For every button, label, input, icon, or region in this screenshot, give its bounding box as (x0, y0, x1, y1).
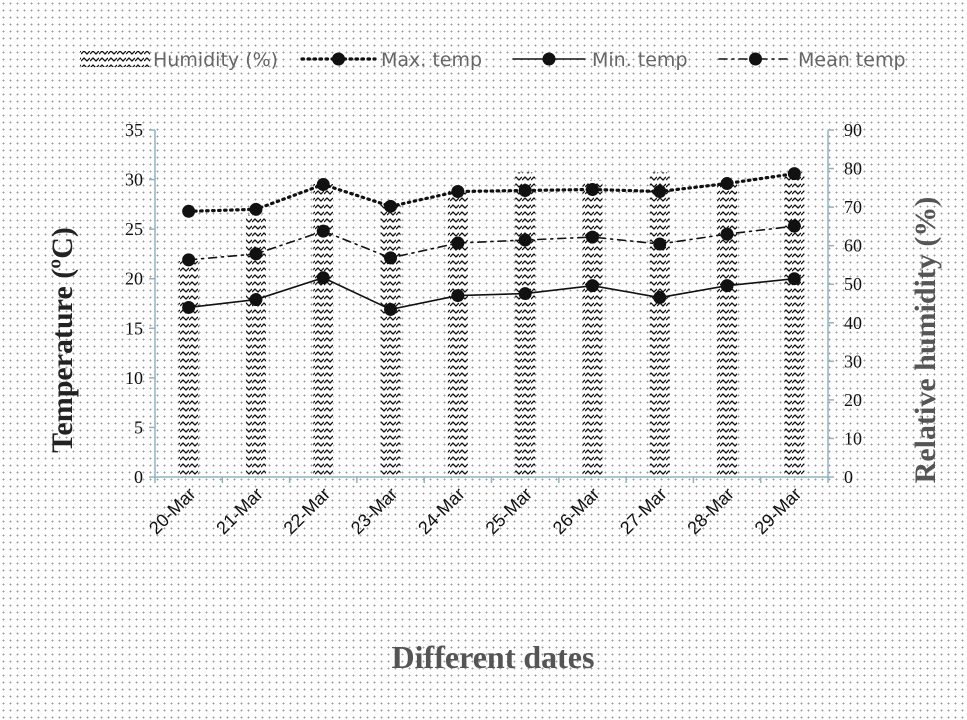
mean-temp-point-20-Mar (182, 253, 196, 267)
mean-temp-point-22-Mar (316, 224, 330, 238)
x-tick-label-25-Mar: 25-Mar (482, 484, 536, 538)
right-tick-label: 40 (844, 313, 862, 333)
min-temp-point-28-Mar (720, 279, 734, 293)
humidity-bar-23-Mar (380, 203, 401, 477)
mean-temp-point-24-Mar (451, 236, 465, 250)
humidity-bar-20-Mar (178, 261, 199, 477)
max-temp-point-23-Mar (384, 199, 398, 213)
right-tick-label: 60 (844, 236, 862, 256)
left-tick-label: 10 (125, 368, 143, 388)
max-temp-point-25-Mar (518, 183, 532, 197)
max-temp-point-27-Mar (653, 184, 667, 198)
left-tick-label: 20 (125, 269, 143, 289)
right-tick-label: 90 (844, 120, 862, 140)
mean-temp-point-27-Mar (653, 237, 667, 251)
left-tick-label: 35 (125, 120, 143, 140)
humidity-bar-27-Mar (649, 172, 670, 477)
min-temp-point-25-Mar (518, 287, 532, 301)
humidity-bar-21-Mar (245, 214, 266, 478)
max-temp-point-26-Mar (585, 182, 599, 196)
humidity-bars (178, 172, 805, 478)
mean-temp-point-21-Mar (249, 247, 263, 261)
min-temp-point-20-Mar (182, 300, 196, 314)
min-temp-point-29-Mar (787, 272, 801, 286)
right-tick-label: 50 (844, 274, 862, 294)
max-temp-point-29-Mar (787, 167, 801, 181)
right-tick-label: 80 (844, 159, 862, 179)
right-tick-label: 0 (844, 467, 853, 487)
left-tick-label: 5 (134, 417, 143, 437)
mean-temp-point-25-Mar (518, 233, 532, 247)
humidity-bar-25-Mar (515, 172, 536, 477)
legend-label-min-temp: Min. temp (592, 49, 688, 71)
x-tick-label-29-Mar: 29-Mar (751, 484, 805, 538)
legend-marker-mean-temp (749, 52, 762, 66)
x-axis-title: Different dates (392, 639, 595, 675)
mean-temp-point-28-Mar (720, 227, 734, 241)
right-tick-label: 30 (844, 351, 862, 371)
x-tick-label-26-Mar: 26-Mar (549, 484, 603, 538)
legend-marker-max-temp (332, 52, 345, 66)
x-tick-label-24-Mar: 24-Mar (414, 484, 468, 538)
x-tick-label-20-Mar: 20-Mar (145, 484, 199, 538)
humidity-bar-26-Mar (582, 180, 603, 477)
legend-swatch-humidity (80, 51, 150, 67)
mean-temp-point-23-Mar (384, 251, 398, 265)
max-temp-point-22-Mar (316, 178, 330, 192)
x-tick-label-23-Mar: 23-Mar (347, 484, 401, 538)
humidity-bar-29-Mar (784, 172, 805, 477)
max-temp-point-20-Mar (182, 204, 196, 218)
x-tick-label-27-Mar: 27-Mar (616, 484, 670, 538)
min-temp-line (187, 276, 796, 311)
mean-temp-point-29-Mar (787, 219, 801, 233)
humidity-bar-22-Mar (313, 183, 334, 477)
mean-temp-point-26-Mar (585, 230, 599, 244)
y2-axis-title: Relative humidity (%) (909, 197, 942, 484)
legend-label-max-temp: Max. temp (381, 49, 482, 71)
min-temp-point-27-Mar (653, 291, 667, 305)
right-tick-label: 70 (844, 197, 862, 217)
left-tick-label: 15 (125, 318, 143, 338)
axis-labels: Temperature (ºC) Relative humidity (%) Dif… (46, 197, 942, 675)
max-temp-point-21-Mar (249, 202, 263, 216)
humidity-bar-28-Mar (717, 183, 738, 477)
x-tick-label-22-Mar: 22-Mar (280, 484, 334, 538)
left-tick-label: 0 (134, 467, 143, 487)
right-tick-label: 10 (844, 428, 862, 448)
y-axis-title: Temperature (ºC) (46, 227, 79, 453)
min-temp-point-22-Mar (316, 271, 330, 285)
x-tick-label-28-Mar: 28-Mar (683, 484, 737, 538)
humidity-bar-24-Mar (447, 187, 468, 478)
max-temp-line (187, 172, 796, 213)
mean-temp-line (187, 225, 796, 261)
legend-label-mean-temp: Mean temp (798, 49, 906, 71)
min-temp-point-26-Mar (585, 279, 599, 293)
min-temp-point-24-Mar (451, 289, 465, 303)
left-tick-label: 25 (125, 219, 143, 239)
legend: Humidity (%) Max. temp Min. temp Mean temp (80, 49, 906, 71)
legend-label-humidity: Humidity (%) (153, 49, 278, 71)
max-temp-point-28-Mar (720, 177, 734, 191)
left-tick-label: 30 (125, 170, 143, 190)
min-temp-point-21-Mar (249, 293, 263, 307)
right-tick-label: 20 (844, 390, 862, 410)
max-temp-point-24-Mar (451, 184, 465, 198)
x-tick-label-21-Mar: 21-Mar (212, 484, 266, 538)
legend-marker-min-temp (542, 52, 556, 66)
temperature-lines (182, 167, 801, 316)
min-temp-point-23-Mar (384, 302, 398, 316)
